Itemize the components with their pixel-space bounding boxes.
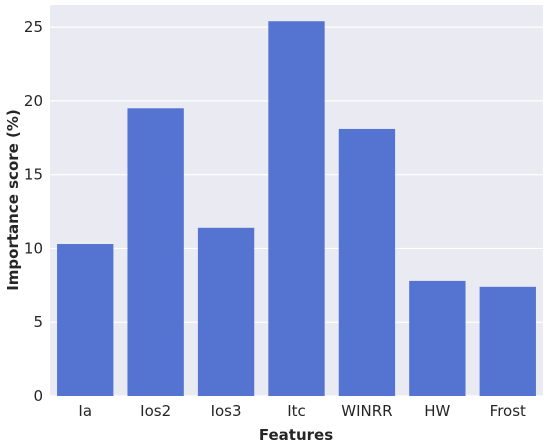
x-tick-label-itc: Itc (287, 402, 306, 420)
y-tick-labels: 0 5 10 15 20 25 (24, 18, 43, 405)
y-tick-label: 5 (33, 313, 43, 331)
bar-frost (479, 286, 536, 396)
y-axis-label: Importance score (%) (4, 109, 22, 291)
bar-winrr (338, 128, 396, 396)
y-tick-label: 20 (24, 92, 43, 110)
y-tick-label: 15 (24, 166, 43, 184)
x-tick-labels: Ia Ios2 Ios3 Itc WINRR HW Frost (78, 402, 526, 420)
x-tick-label-ia: Ia (78, 402, 92, 420)
y-tick-label: 25 (24, 18, 43, 36)
y-tick-label: 10 (24, 239, 43, 257)
x-tick-label-ios3: Ios3 (211, 402, 242, 420)
x-tick-label-frost: Frost (490, 402, 526, 420)
x-tick-label-ios2: Ios2 (140, 402, 171, 420)
y-tick-label: 0 (33, 387, 43, 405)
bar-ios2 (127, 108, 184, 396)
x-tick-label-hw: HW (424, 402, 450, 420)
bar-itc (268, 21, 325, 396)
bar-hw (409, 280, 466, 396)
bar-ios3 (197, 227, 255, 396)
bar-ia (57, 244, 114, 396)
bars (57, 21, 536, 396)
x-tick-label-winrr: WINRR (341, 402, 392, 420)
x-axis-label: Features (259, 426, 333, 444)
